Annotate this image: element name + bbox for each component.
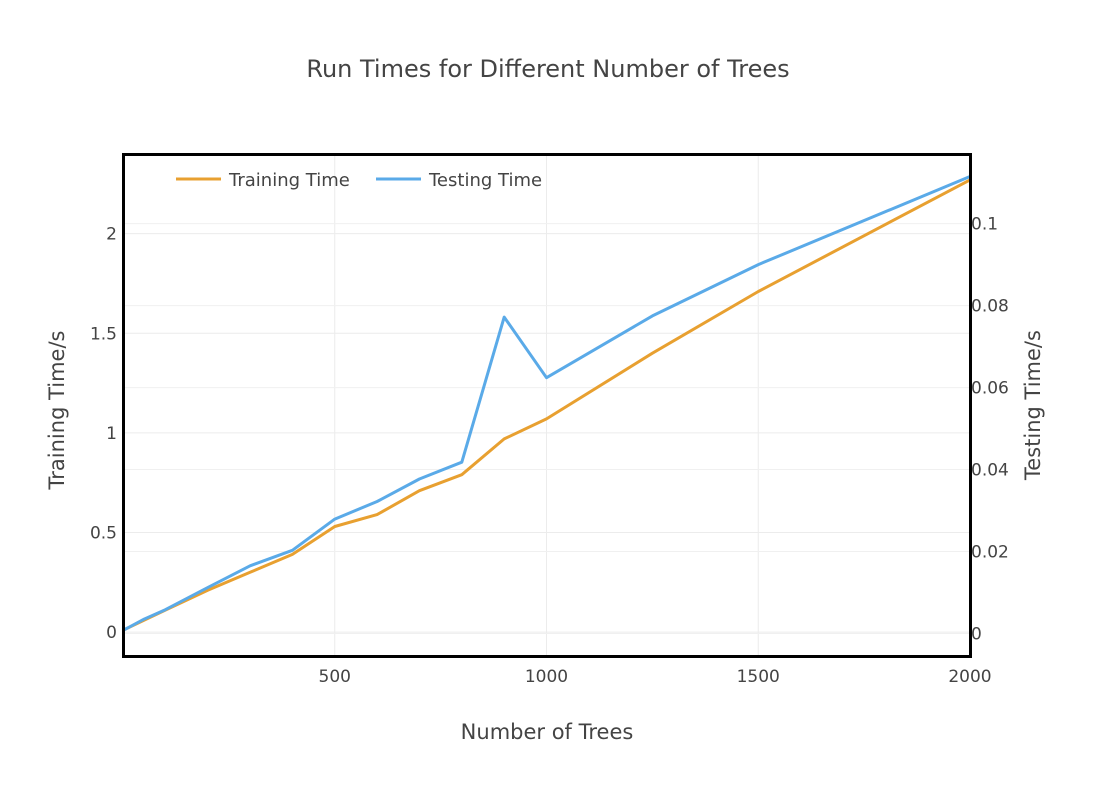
series-lines <box>122 175 971 632</box>
series-line-testing-time <box>122 175 971 632</box>
y2-tick-label: 0.02 <box>971 543 1009 563</box>
x-axis-title: Number of Trees <box>461 720 634 744</box>
x-tick-label: 500 <box>319 667 351 687</box>
y2-tick-label: 0.06 <box>971 379 1009 399</box>
y2-axis-ticks: 0 0.02 0.04 0.06 0.08 0.1 <box>971 215 1009 645</box>
y-axis-title: Training Time/s <box>45 331 69 491</box>
y-tick-label: 0.5 <box>90 523 117 543</box>
y-tick-label: 1 <box>106 424 117 444</box>
x-tick-label: 2000 <box>948 667 991 687</box>
x-tick-label: 1000 <box>525 667 568 687</box>
y-tick-label: 1.5 <box>90 324 117 344</box>
x-axis-ticks: 500 1000 1500 2000 <box>319 667 992 687</box>
y-tick-label: 0 <box>106 623 117 643</box>
y2-tick-label: 0.1 <box>971 215 998 235</box>
y2-tick-label: 0 <box>971 624 982 644</box>
legend: Training Time Testing Time <box>176 170 542 191</box>
x-tick-label: 1500 <box>737 667 780 687</box>
grid <box>123 154 971 656</box>
legend-label: Testing Time <box>428 170 542 191</box>
plot-frame <box>122 153 972 658</box>
chart-title: Run Times for Different Number of Trees <box>306 55 789 83</box>
y2-tick-label: 0.04 <box>971 461 1009 481</box>
legend-label: Training Time <box>228 170 350 191</box>
y-axis-ticks: 0 0.5 1 1.5 2 <box>90 225 117 643</box>
y2-axis-title: Testing Time/s <box>1021 330 1045 481</box>
y2-tick-label: 0.08 <box>971 297 1009 317</box>
y-tick-label: 2 <box>106 225 117 245</box>
